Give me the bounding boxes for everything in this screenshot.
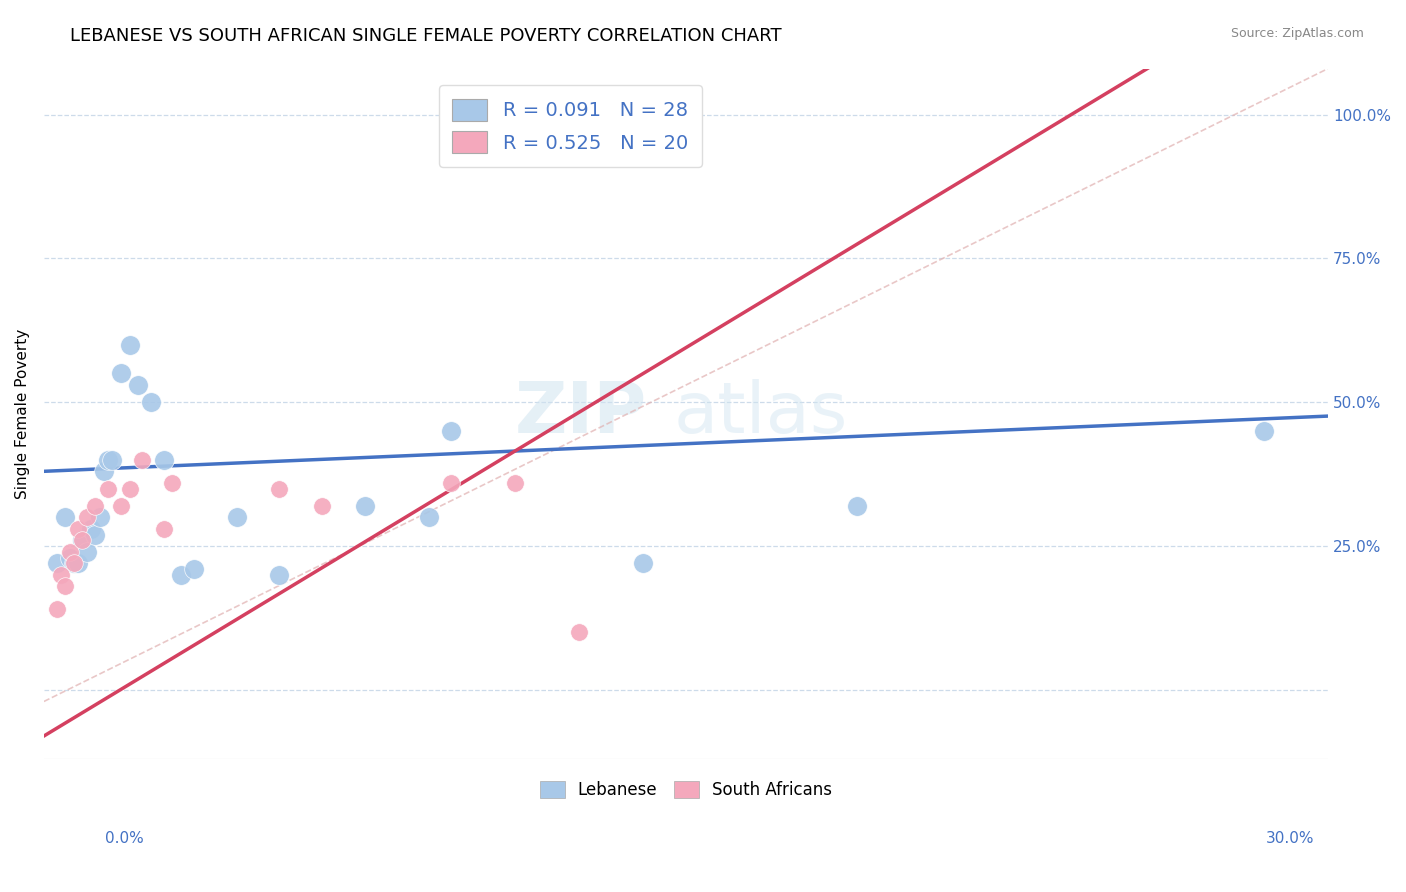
Point	[84, 499, 107, 513]
Point	[170, 567, 193, 582]
Point	[97, 482, 120, 496]
Point	[53, 579, 76, 593]
Point	[631, 557, 654, 571]
Point	[183, 562, 205, 576]
Legend: Lebanese, South Africans: Lebanese, South Africans	[533, 774, 839, 806]
Point	[503, 475, 526, 490]
Point	[93, 464, 115, 478]
Point	[439, 424, 461, 438]
Point	[67, 557, 90, 571]
Text: 30.0%: 30.0%	[1267, 831, 1315, 846]
Y-axis label: Single Female Poverty: Single Female Poverty	[15, 328, 30, 499]
Point	[269, 482, 291, 496]
Point	[225, 510, 247, 524]
Point	[110, 367, 132, 381]
Point	[152, 452, 174, 467]
Point	[131, 452, 153, 467]
Point	[269, 567, 291, 582]
Point	[139, 395, 162, 409]
Point	[568, 625, 591, 640]
Text: Source: ZipAtlas.com: Source: ZipAtlas.com	[1230, 27, 1364, 40]
Point	[1253, 424, 1275, 438]
Point	[84, 527, 107, 541]
Point	[101, 452, 124, 467]
Point	[152, 522, 174, 536]
Point	[97, 452, 120, 467]
Point	[118, 337, 141, 351]
Text: LEBANESE VS SOUTH AFRICAN SINGLE FEMALE POVERTY CORRELATION CHART: LEBANESE VS SOUTH AFRICAN SINGLE FEMALE …	[70, 27, 782, 45]
Point	[311, 499, 333, 513]
Point	[439, 475, 461, 490]
Point	[76, 510, 98, 524]
Point	[118, 482, 141, 496]
Point	[58, 550, 80, 565]
Point	[67, 522, 90, 536]
Text: ZIP: ZIP	[515, 379, 648, 449]
Point	[45, 602, 67, 616]
Point	[58, 545, 80, 559]
Point	[53, 510, 76, 524]
Text: 0.0%: 0.0%	[105, 831, 145, 846]
Point	[80, 522, 103, 536]
Point	[110, 499, 132, 513]
Point	[63, 557, 86, 571]
Point	[45, 557, 67, 571]
Point	[162, 475, 184, 490]
Point	[354, 499, 377, 513]
Point	[846, 499, 869, 513]
Point	[72, 533, 94, 548]
Point	[49, 567, 72, 582]
Text: atlas: atlas	[673, 379, 848, 449]
Point	[127, 378, 149, 392]
Point	[76, 545, 98, 559]
Point	[63, 557, 86, 571]
Point	[418, 510, 440, 524]
Point	[89, 510, 111, 524]
Point	[72, 533, 94, 548]
